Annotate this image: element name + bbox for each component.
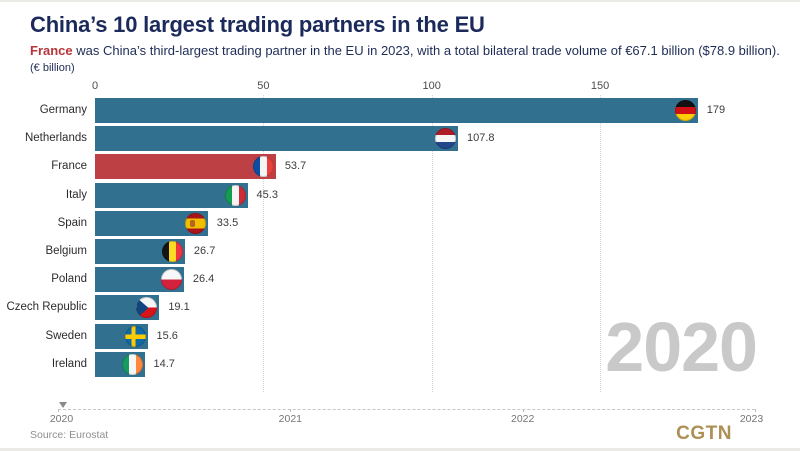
czech-republic-flag-icon: [136, 297, 158, 319]
category-label: Poland: [51, 273, 87, 286]
bar-row: Sweden 15.6: [0, 323, 755, 352]
bar-row: Italy 45.3: [0, 182, 755, 211]
bar-track: 53.7: [95, 154, 755, 180]
bar: [95, 238, 185, 264]
unit-label: (€ billion): [30, 62, 75, 74]
source-credit: Source: Eurostat: [30, 429, 109, 441]
timeline-tick: [522, 409, 524, 412]
x-axis-tick: 100: [422, 80, 441, 92]
timeline-track[interactable]: [58, 409, 755, 410]
bar-row: Spain 33.5: [0, 210, 755, 239]
belgium-flag-icon: [161, 240, 183, 262]
bar-row: France 53.7: [0, 154, 755, 182]
timeline-year-2023[interactable]: 2023: [739, 413, 764, 425]
sweden-flag-icon: [124, 325, 146, 347]
bar-rows: Germany 179 Netherlands 107.8 France 53.7 Ital…: [0, 98, 755, 380]
page-title: China’s 10 largest trading partners in t…: [30, 12, 485, 37]
gridline: [431, 95, 433, 392]
ireland-flag-icon: [121, 353, 143, 375]
bar: [95, 210, 208, 236]
value-label: 19.1: [168, 301, 190, 314]
value-label: 107.8: [467, 132, 495, 145]
timeline-tick: [290, 409, 292, 412]
value-label: 33.5: [216, 216, 239, 229]
bar: [95, 295, 160, 321]
bar: [95, 126, 458, 152]
value-label: 26.7: [193, 244, 216, 257]
netherlands-flag-icon: [435, 128, 456, 150]
highlighted-bar: [95, 154, 276, 180]
category-label: Spain: [57, 216, 87, 229]
category-label: Sweden: [45, 329, 87, 342]
bar-track: 33.5: [95, 210, 755, 236]
timeline-year-2020[interactable]: 2020: [49, 413, 74, 425]
france-flag-icon: [252, 156, 274, 178]
timeline-year-2021[interactable]: 2021: [278, 413, 303, 425]
category-label: Czech Republic: [6, 301, 87, 314]
timeline-slider[interactable]: 2020 2021 2022 2023: [50, 402, 763, 428]
value-label: 45.3: [256, 188, 278, 201]
bar-row: Czech Republic 19.1: [0, 295, 755, 323]
bar: [95, 323, 148, 349]
spain-flag-icon: [184, 212, 206, 234]
cgtn-logo: CGTN: [676, 423, 732, 444]
timeline-tick: [755, 409, 756, 412]
timeline-year-2022[interactable]: 2022: [510, 413, 535, 425]
bar: [95, 267, 184, 293]
bar-track: 45.3: [95, 182, 755, 208]
subtitle-text: was China’s third-largest trading partne…: [72, 43, 780, 58]
bar-track: 179: [95, 98, 755, 123]
bar-track: 107.8: [95, 126, 755, 152]
x-axis: 0 50 100 150: [91, 80, 755, 93]
category-label: Germany: [39, 104, 87, 116]
subtitle-highlight: France: [30, 43, 73, 58]
bar: [95, 98, 698, 123]
bar-row: Ireland 14.7: [0, 351, 755, 380]
value-label: 53.7: [284, 160, 307, 173]
bar-track: 15.6: [95, 323, 755, 349]
x-axis-tick: 150: [590, 80, 610, 92]
bar-row: Germany 179: [0, 98, 755, 126]
bar-row: Belgium 26.7: [0, 238, 755, 267]
bar-row: Netherlands 107.8: [0, 126, 755, 154]
bar-track: 26.4: [95, 267, 755, 293]
category-label: Italy: [65, 188, 87, 201]
germany-flag-icon: [674, 100, 696, 121]
bar: [95, 182, 248, 208]
bar: [95, 351, 145, 377]
value-label: 26.4: [192, 273, 215, 286]
bar-track: 19.1: [95, 295, 755, 321]
x-axis-tick: 0: [91, 80, 99, 92]
poland-flag-icon: [160, 269, 182, 291]
timeline-handle[interactable]: [59, 402, 67, 408]
category-label: Ireland: [51, 357, 87, 370]
gridline: [600, 95, 602, 392]
timeline-tick: [58, 409, 59, 412]
plot-area: 2020: [95, 95, 758, 392]
bar-track: 14.7: [95, 351, 755, 377]
category-label: France: [51, 160, 87, 173]
x-axis-tick: 50: [257, 80, 270, 92]
category-label: Netherlands: [24, 132, 87, 145]
italy-flag-icon: [224, 184, 246, 206]
bar-row: Poland 26.4: [0, 267, 755, 295]
bar-track: 26.7: [95, 238, 755, 264]
value-label: 14.7: [153, 357, 175, 370]
subtitle: France was China’s third-largest trading…: [30, 43, 780, 58]
value-label: 179: [706, 104, 726, 116]
year-watermark: 2020: [605, 307, 758, 386]
category-label: Belgium: [45, 244, 87, 257]
gridline: [263, 95, 265, 392]
value-label: 15.6: [156, 329, 178, 342]
